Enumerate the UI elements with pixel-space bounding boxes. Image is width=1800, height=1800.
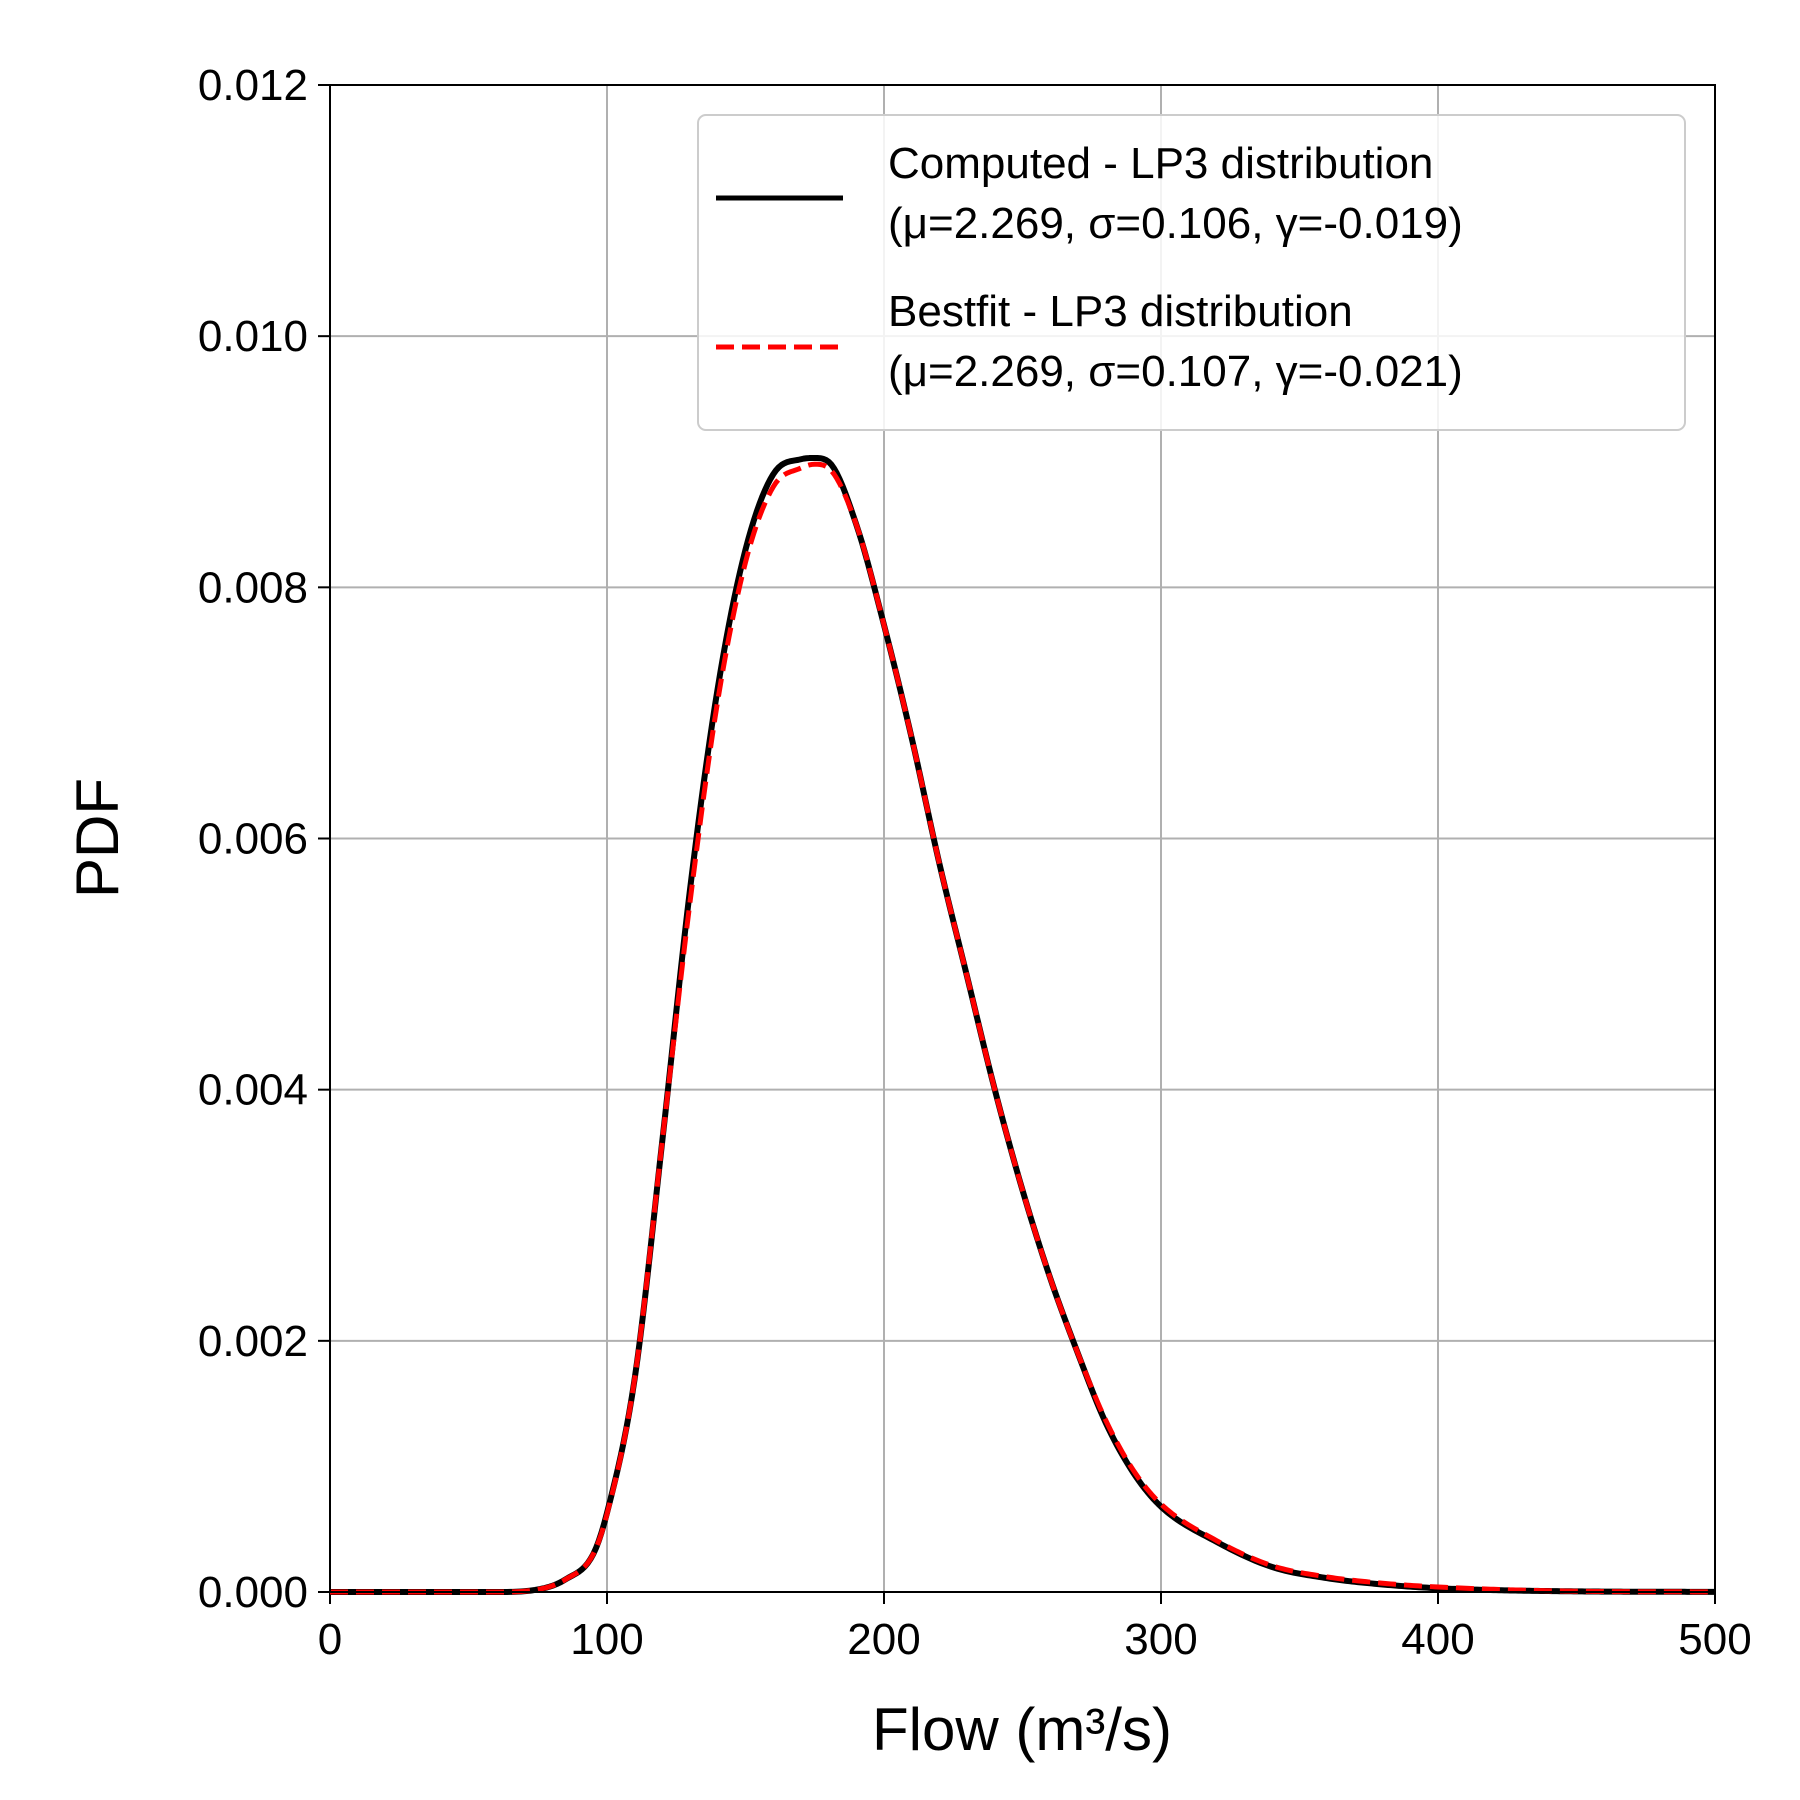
legend-label-computed-line1: Computed - LP3 distribution	[888, 139, 1433, 188]
axis-ticks: 0 100 200 300 400 500 0.000 0.002 0.004 0.006 0.00…	[198, 61, 1752, 1664]
x-tick-label: 400	[1401, 1615, 1474, 1664]
x-tick-label: 300	[1124, 1615, 1197, 1664]
y-tick-label: 0.008	[198, 563, 308, 612]
x-tick-label: 500	[1678, 1615, 1751, 1664]
x-tick-label: 100	[570, 1615, 643, 1664]
y-axis-title: PDF	[64, 778, 131, 898]
legend-label-bestfit-line1: Bestfit - LP3 distribution	[888, 287, 1353, 336]
y-tick-label: 0.010	[198, 312, 308, 361]
series-lines	[329, 454, 1716, 1595]
series-line-computed	[329, 454, 1716, 1595]
y-tick-label: 0.006	[198, 815, 308, 864]
y-tick-label: 0.000	[198, 1568, 308, 1617]
legend-label-computed-line2: (μ=2.269, σ=0.106, γ=-0.019)	[888, 199, 1463, 248]
y-tick-label: 0.002	[198, 1317, 308, 1366]
legend: Computed - LP3 distribution (μ=2.269, σ=…	[697, 114, 1686, 431]
legend-box	[697, 114, 1686, 431]
legend-label-bestfit-line2: (μ=2.269, σ=0.107, γ=-0.021)	[888, 347, 1463, 396]
x-axis-title: Flow (m³/s)	[872, 1696, 1172, 1763]
y-tick-label: 0.004	[198, 1066, 308, 1115]
series-line-bestfit	[330, 461, 1715, 1595]
x-tick-label: 0	[318, 1615, 342, 1664]
y-tick-label: 0.012	[198, 61, 308, 110]
plot-frame	[329, 84, 1716, 1593]
x-tick-label: 200	[847, 1615, 920, 1664]
